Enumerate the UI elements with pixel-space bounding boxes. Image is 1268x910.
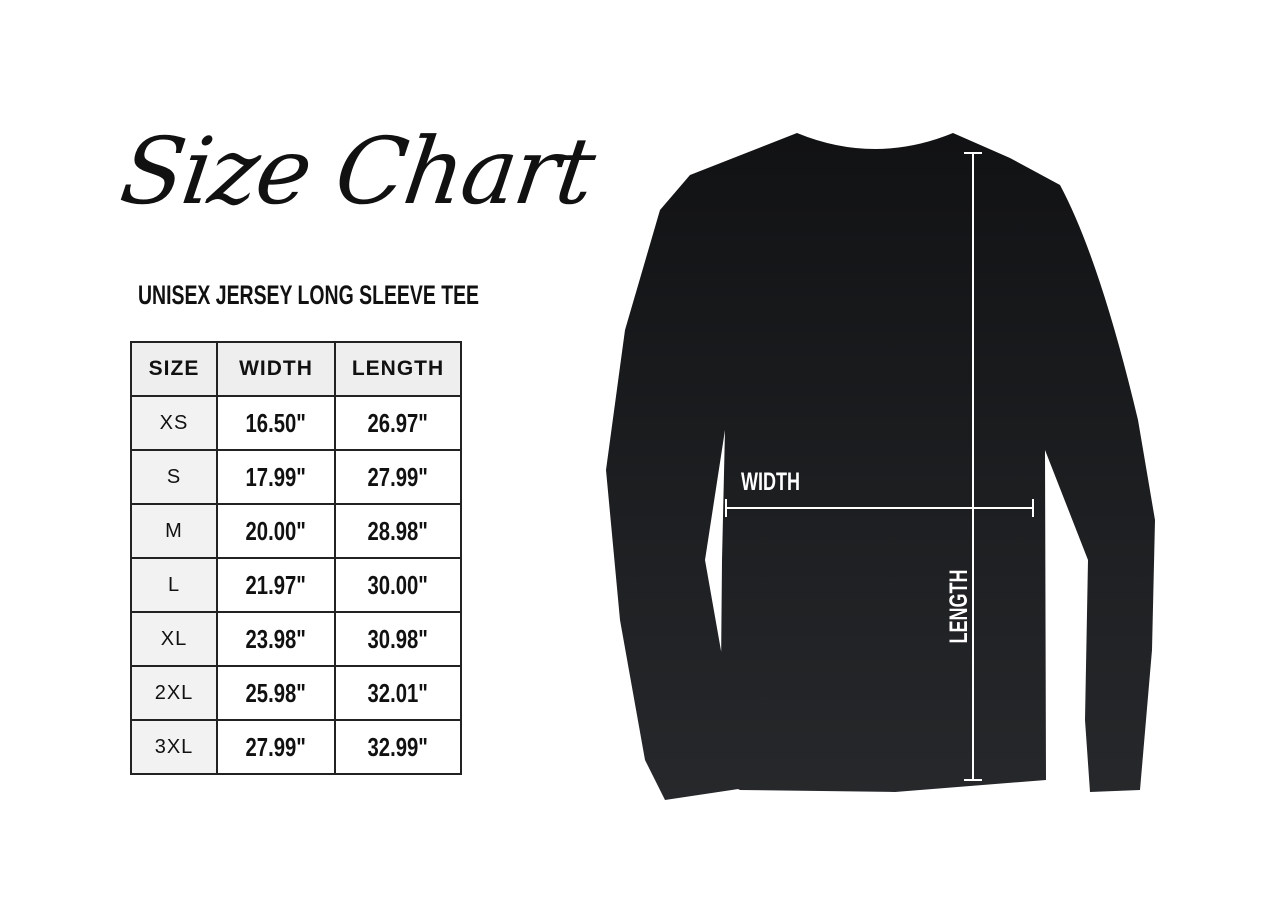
length-value: 28.98" (367, 515, 429, 546)
width-measure-line (725, 499, 1034, 517)
width-cell: 25.98" (216, 665, 336, 721)
width-cell: 21.97" (216, 557, 336, 613)
length-label: LENGTH (944, 569, 973, 644)
width-value: 27.99" (245, 731, 307, 762)
table-header-row: SIZE WIDTH LENGTH (130, 341, 462, 397)
width-label: WIDTH (741, 468, 800, 496)
table-row: 2XL 25.98" 32.01" (130, 665, 462, 721)
size-table: SIZE WIDTH LENGTH XS 16.50" 26.97" S 17.9… (130, 341, 462, 775)
length-value: 27.99" (367, 461, 429, 492)
length-cell: 26.97" (334, 395, 462, 451)
length-measure-line (964, 152, 982, 781)
table-row: M 20.00" 28.98" (130, 503, 462, 559)
width-value: 25.98" (245, 677, 307, 708)
long-sleeve-shirt (606, 133, 1155, 800)
length-value: 32.99" (367, 731, 429, 762)
header-length: LENGTH (334, 341, 462, 397)
width-cell: 27.99" (216, 719, 336, 775)
size-cell: S (130, 449, 218, 505)
width-cell: 17.99" (216, 449, 336, 505)
width-cell: 16.50" (216, 395, 336, 451)
length-cell: 32.01" (334, 665, 462, 721)
table-row: 3XL 27.99" 32.99" (130, 719, 462, 775)
product-name: UNISEX JERSEY LONG SLEEVE TEE (138, 280, 480, 310)
width-value: 16.50" (245, 407, 307, 438)
length-value: 32.01" (367, 677, 429, 708)
table-row: S 17.99" 27.99" (130, 449, 462, 505)
length-cell: 32.99" (334, 719, 462, 775)
length-value: 30.00" (367, 569, 429, 600)
length-cell: 30.98" (334, 611, 462, 667)
length-value: 30.98" (367, 623, 429, 654)
width-value: 23.98" (245, 623, 307, 654)
header-width: WIDTH (216, 341, 336, 397)
length-cell: 27.99" (334, 449, 462, 505)
length-cell: 30.00" (334, 557, 462, 613)
width-cell: 20.00" (216, 503, 336, 559)
size-cell: 2XL (130, 665, 218, 721)
length-value: 26.97" (367, 407, 429, 438)
width-value: 21.97" (245, 569, 307, 600)
length-cell: 28.98" (334, 503, 462, 559)
size-cell: XL (130, 611, 218, 667)
table-row: XL 23.98" 30.98" (130, 611, 462, 667)
width-value: 17.99" (245, 461, 307, 492)
size-cell: 3XL (130, 719, 218, 775)
size-cell: M (130, 503, 218, 559)
size-cell: L (130, 557, 218, 613)
width-value: 20.00" (245, 515, 307, 546)
size-cell: XS (130, 395, 218, 451)
table-row: XS 16.50" 26.97" (130, 395, 462, 451)
width-cell: 23.98" (216, 611, 336, 667)
header-size: SIZE (130, 341, 218, 397)
table-row: L 21.97" 30.00" (130, 557, 462, 613)
